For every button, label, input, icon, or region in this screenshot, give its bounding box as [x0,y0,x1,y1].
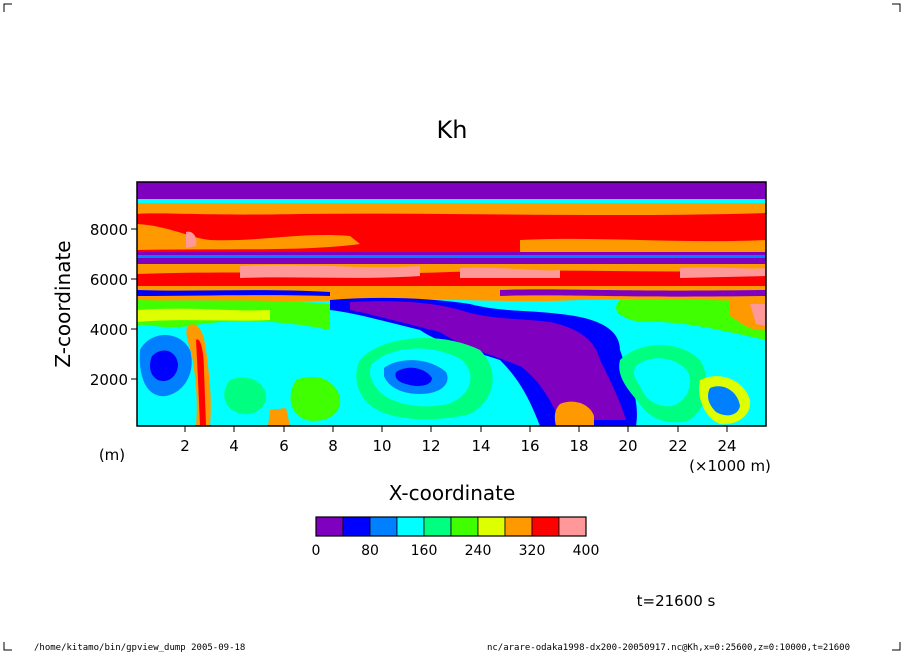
colorbar-cell [504,516,533,537]
colorbar: 0 80 160 240 320 400 [312,516,600,559]
x-tick-label: 14 [471,437,490,455]
x-tick-label: 6 [279,437,289,455]
colorbar-tick-labels: 0 80 160 240 320 400 [312,543,600,559]
contour-field [137,182,766,426]
colorbar-label: 0 [312,543,321,559]
plot-area [131,181,767,432]
x-tick-label: 16 [520,437,539,455]
colorbar-label: 160 [411,543,438,559]
axis-ticks [131,228,728,432]
colorbar-cell [342,516,371,537]
colorbar-frame [315,516,587,537]
colorbar-label: 80 [361,543,379,559]
colorbar-cell [558,516,587,537]
y-tick-label: 6000 [90,271,128,289]
x-tick-label: 20 [618,437,637,455]
y-tick-label: 8000 [90,221,128,239]
x-tick-label: 2 [180,437,190,455]
x-tick-labels: 2 4 6 8 10 12 14 16 18 20 22 24 [180,437,736,455]
colorbar-cells [315,516,587,537]
x-unit-label: (×1000 m) [689,457,771,475]
colorbar-cell [315,516,344,537]
colorbar-cell [369,516,398,537]
colorbar-cell [450,516,479,537]
x-tick-label: 4 [229,437,239,455]
colorbar-cell [531,516,560,537]
y-tick-label: 4000 [90,321,128,339]
y-tick-label: 2000 [90,371,128,389]
plot-frame [136,181,767,427]
footer-right: nc/arare-odaka1998-dx200-20050917.nc@Kh,… [487,643,850,653]
time-label: t=21600 s [637,592,716,610]
colorbar-label: 320 [519,543,546,559]
colorbar-label: 240 [465,543,492,559]
x-tick-label: 24 [717,437,736,455]
x-axis-title: X-coordinate [389,481,516,505]
y-unit-label: (m) [99,446,125,464]
corner-marks [3,3,901,651]
colorbar-label: 400 [573,543,600,559]
x-tick-label: 8 [328,437,338,455]
y-axis-title: Z-coordinate [51,240,75,367]
colorbar-cell [477,516,506,537]
x-tick-label: 22 [668,437,687,455]
colorbar-cell [396,516,425,537]
footer-left: /home/kitamo/bin/gpview_dump 2005-09-18 [34,643,245,653]
x-tick-label: 18 [569,437,588,455]
colorbar-cell [423,516,452,537]
chart-title: Kh [437,116,468,144]
x-tick-label: 12 [421,437,440,455]
x-tick-label: 10 [372,437,391,455]
y-tick-labels: 2000 4000 6000 8000 [90,221,128,389]
